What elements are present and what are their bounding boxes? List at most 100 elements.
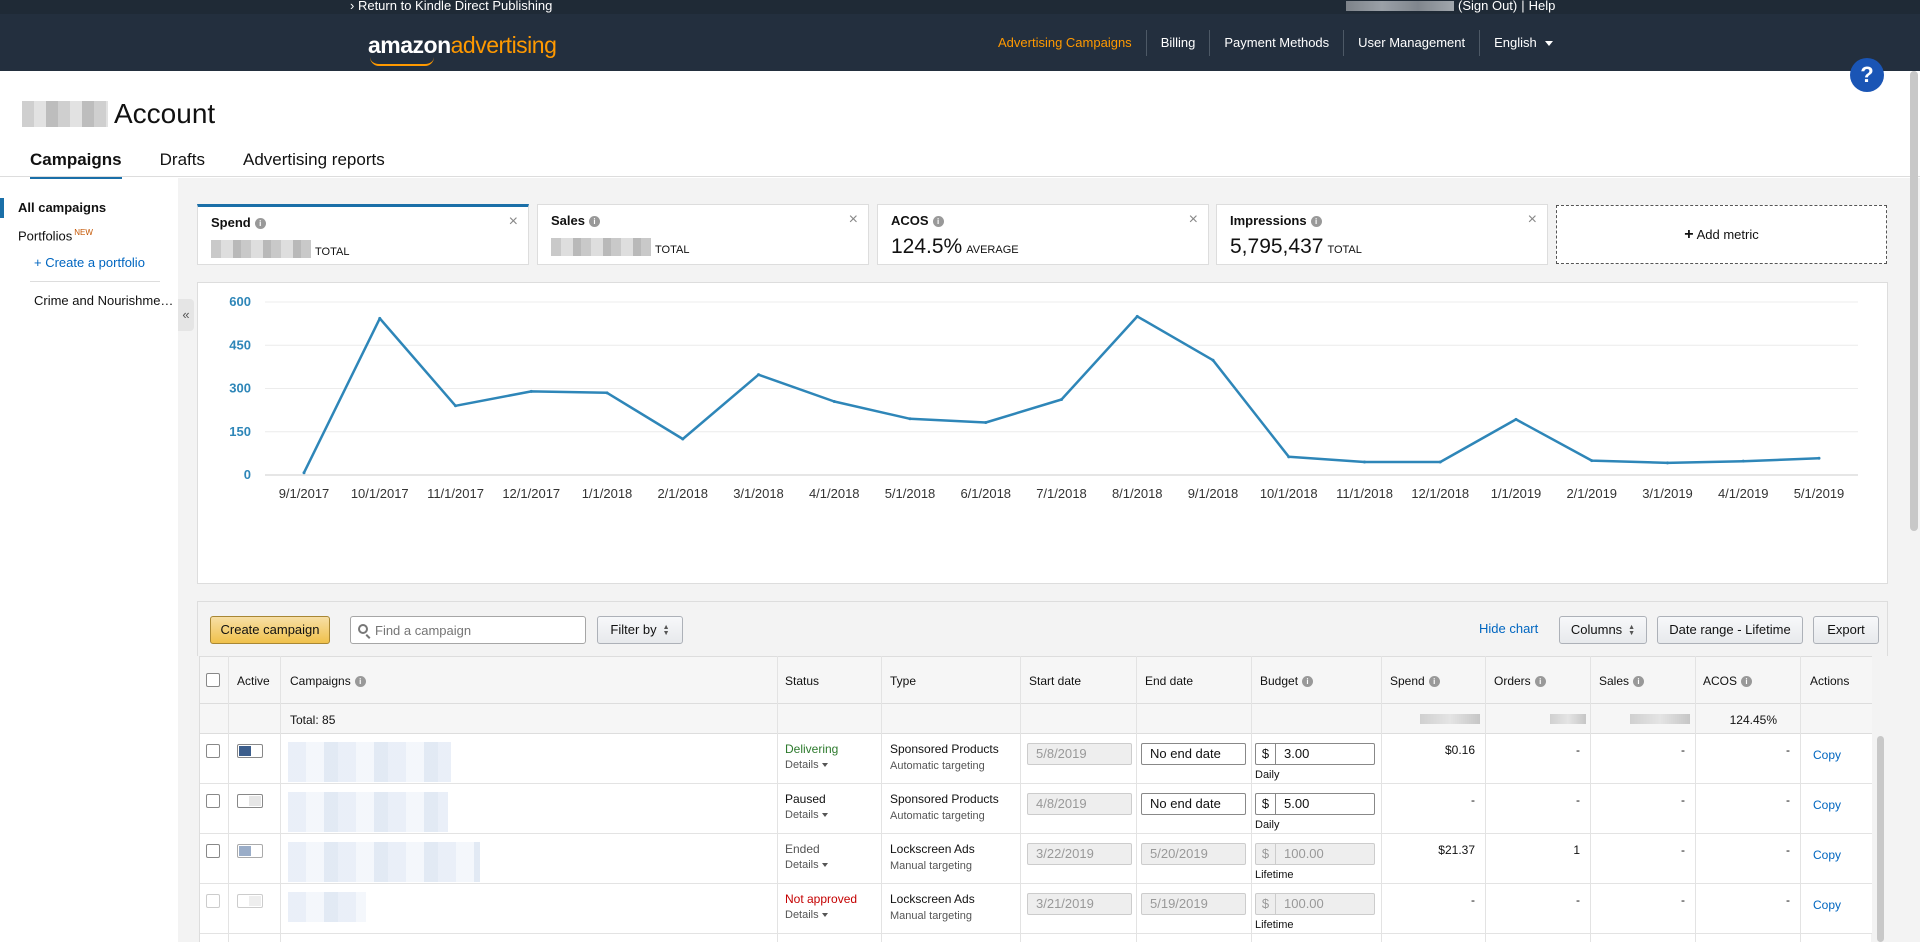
nav-user-management[interactable]: User Management — [1343, 29, 1479, 56]
data-point[interactable] — [1817, 456, 1821, 460]
data-point[interactable] — [1287, 455, 1291, 459]
blurred-campaign-name[interactable] — [288, 792, 448, 832]
info-icon[interactable]: i — [254, 218, 266, 230]
metric-card-impressions[interactable]: Impressions i × 5,795,437 TOTAL — [1216, 204, 1548, 265]
data-point[interactable] — [1363, 460, 1366, 464]
amazon-advertising-logo[interactable]: amazonadvertising — [368, 32, 557, 59]
active-toggle[interactable] — [237, 844, 263, 858]
col-sales[interactable]: Sales i — [1599, 674, 1645, 688]
kdp-return-link[interactable]: › Return to Kindle Direct Publishing — [350, 0, 553, 13]
metric-card-sales[interactable]: Sales i × TOTAL — [537, 204, 869, 265]
columns-button[interactable]: Columns ▲ ▼ — [1559, 616, 1647, 644]
help-question-icon[interactable]: ? — [1850, 58, 1884, 92]
collapse-sidebar-button[interactable]: « — [178, 299, 194, 331]
budget-input[interactable]: $3.00 — [1255, 743, 1375, 765]
tab-campaigns[interactable]: Campaigns — [30, 150, 122, 179]
details-dropdown[interactable]: Details — [785, 809, 828, 821]
active-toggle[interactable] — [237, 794, 263, 808]
info-icon[interactable]: i — [354, 676, 366, 688]
details-dropdown[interactable]: Details — [785, 909, 828, 921]
nav-billing[interactable]: Billing — [1145, 29, 1210, 56]
info-icon[interactable]: i — [1633, 676, 1645, 688]
data-point[interactable] — [302, 471, 306, 475]
active-toggle[interactable] — [237, 744, 263, 758]
filter-by-button[interactable]: Filter by ▲ ▼ — [597, 616, 683, 644]
close-icon[interactable]: × — [1188, 211, 1198, 228]
data-point[interactable] — [908, 417, 912, 421]
create-campaign-button[interactable]: Create campaign — [210, 616, 330, 644]
data-point[interactable] — [1211, 358, 1215, 362]
end-date-field[interactable]: No end date — [1141, 793, 1246, 815]
data-point[interactable] — [1514, 417, 1518, 421]
data-point[interactable] — [378, 316, 382, 320]
copy-link[interactable]: Copy — [1813, 748, 1842, 762]
info-icon[interactable]: i — [1310, 216, 1322, 228]
col-end-date[interactable]: End date — [1145, 674, 1194, 688]
blurred-campaign-name[interactable] — [288, 742, 451, 782]
data-point[interactable] — [1060, 397, 1063, 401]
data-point[interactable] — [1741, 459, 1745, 463]
col-type[interactable]: Type — [890, 674, 917, 688]
tab-drafts[interactable]: Drafts — [159, 150, 205, 169]
close-icon[interactable]: × — [848, 211, 858, 228]
info-icon[interactable]: i — [1534, 676, 1546, 688]
info-icon[interactable]: i — [1428, 676, 1440, 688]
data-point[interactable] — [1590, 459, 1594, 463]
nav-language[interactable]: English — [1479, 29, 1567, 56]
copy-link[interactable]: Copy — [1813, 848, 1842, 862]
info-icon[interactable]: i — [1741, 676, 1753, 688]
row-checkbox[interactable] — [206, 844, 220, 858]
col-status[interactable]: Status — [785, 674, 820, 688]
data-point[interactable] — [605, 391, 609, 395]
close-icon[interactable]: × — [1527, 211, 1537, 228]
kdp-link-text[interactable]: Return to Kindle Direct Publishing — [357, 0, 553, 13]
data-point[interactable] — [681, 437, 685, 441]
nav-payment-methods[interactable]: Payment Methods — [1209, 29, 1343, 56]
sidebar-item-portfolios[interactable]: Portfolios NEW — [18, 228, 93, 243]
copy-link[interactable]: Copy — [1813, 898, 1842, 912]
add-metric-button[interactable]: + Add metric — [1556, 205, 1887, 264]
details-dropdown[interactable]: Details — [785, 859, 828, 871]
col-orders[interactable]: Orders i — [1494, 674, 1546, 688]
select-all-checkbox[interactable] — [206, 673, 220, 687]
nav-advertising-campaigns[interactable]: Advertising Campaigns — [998, 34, 1132, 50]
copy-link[interactable]: Copy — [1813, 798, 1842, 812]
row-checkbox[interactable] — [206, 744, 220, 758]
create-portfolio-link[interactable]: + Create a portfolio — [34, 255, 145, 270]
metric-card-acos[interactable]: ACOS i × 124.5% AVERAGE — [877, 204, 1209, 265]
blurred-campaign-name[interactable] — [288, 842, 480, 882]
col-spend[interactable]: Spend i — [1390, 674, 1440, 688]
data-point[interactable] — [1666, 461, 1669, 465]
tab-advertising-reports[interactable]: Advertising reports — [242, 150, 385, 169]
data-point[interactable] — [832, 399, 836, 403]
blurred-campaign-name[interactable] — [288, 892, 366, 922]
col-start-date[interactable]: Start date — [1029, 674, 1082, 688]
search-box[interactable] — [350, 616, 586, 644]
data-point[interactable] — [1438, 460, 1442, 464]
col-active[interactable]: Active — [237, 674, 270, 688]
data-point[interactable] — [454, 404, 457, 408]
help-link[interactable]: Help — [1528, 0, 1556, 13]
data-point[interactable] — [984, 421, 988, 425]
data-point[interactable] — [1135, 314, 1139, 318]
data-point[interactable] — [757, 373, 760, 377]
col-campaigns[interactable]: Campaigns i — [290, 674, 366, 688]
info-icon[interactable]: i — [1302, 676, 1314, 688]
row-checkbox[interactable] — [206, 794, 220, 808]
search-input[interactable] — [375, 621, 581, 639]
metric-card-spend[interactable]: Spend i × TOTAL — [197, 204, 529, 265]
details-dropdown[interactable]: Details — [785, 759, 828, 771]
sidebar-item-portfolio[interactable]: Crime and Nourishme… — [34, 293, 174, 308]
budget-input[interactable]: $5.00 — [1255, 793, 1375, 815]
col-budget[interactable]: Budget i — [1260, 674, 1314, 688]
data-point[interactable] — [529, 389, 533, 393]
info-icon[interactable]: i — [932, 216, 944, 228]
row-checkbox[interactable] — [206, 894, 220, 908]
sign-out-link[interactable]: (Sign Out) — [1458, 0, 1518, 13]
sidebar-item-all-campaigns[interactable]: All campaigns — [18, 200, 107, 215]
info-icon[interactable]: i — [588, 216, 600, 228]
close-icon[interactable]: × — [508, 213, 518, 230]
page-scrollbar[interactable] — [1910, 71, 1918, 531]
table-scrollbar[interactable] — [1877, 736, 1884, 942]
date-range-button[interactable]: Date range - Lifetime — [1657, 616, 1803, 644]
